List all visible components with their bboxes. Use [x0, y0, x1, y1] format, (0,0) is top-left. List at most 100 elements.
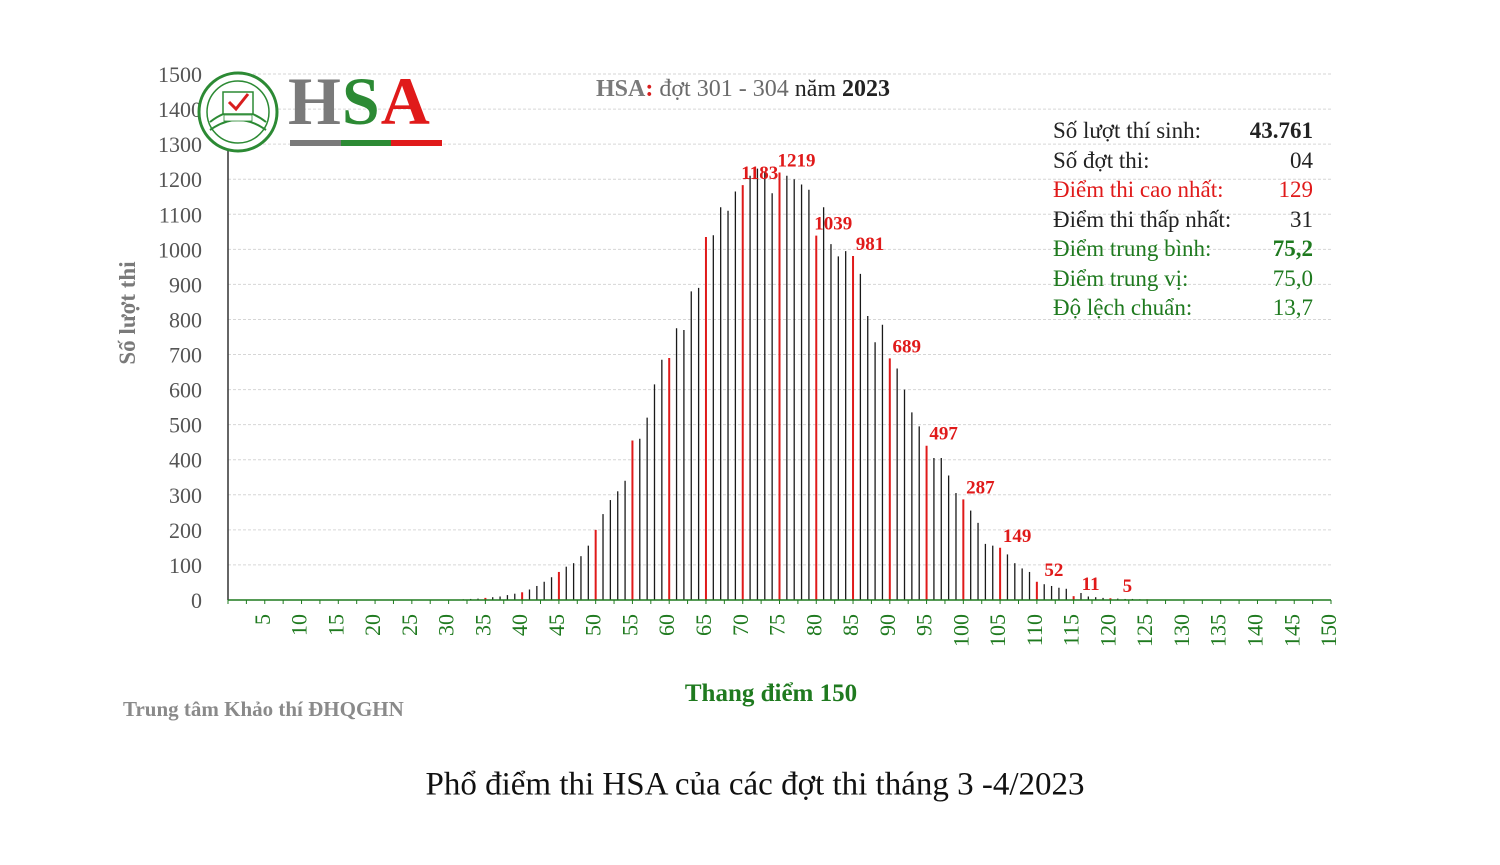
chart-title: HSA: đợt 301 - 304 năm 2023 — [596, 76, 890, 103]
x-tick-label: 45 — [544, 614, 569, 636]
stat-value: 04 — [1290, 147, 1313, 173]
stat-row: Số lượt thí sinh: 43.761 — [1053, 118, 1313, 148]
data-label: 1219 — [778, 151, 816, 172]
stat-row: Điểm trung vị: 75,0 — [1053, 266, 1313, 296]
x-tick-label: 105 — [985, 614, 1010, 647]
y-tick-label: 1200 — [158, 167, 202, 192]
y-tick-label: 1300 — [158, 132, 202, 157]
stat-label: Điểm trung vị: — [1053, 265, 1189, 291]
x-tick-label: 5 — [250, 614, 275, 625]
x-tick-label: 10 — [287, 614, 312, 636]
x-tick-label: 115 — [1059, 614, 1084, 646]
logo-bar-red — [391, 140, 443, 146]
data-label: 11 — [1082, 574, 1100, 595]
x-tick-label: 100 — [948, 614, 973, 647]
stat-row: Điểm trung bình: 75,2 — [1053, 236, 1313, 266]
x-tick-label: 60 — [654, 614, 679, 636]
y-axis-label: Số lượt thi — [115, 261, 140, 365]
vnu-cet-emblem-icon — [197, 71, 279, 153]
y-tick-label: 1500 — [158, 62, 202, 87]
logo-bar-green — [340, 140, 392, 146]
stat-label: Số đợt thi: — [1053, 147, 1150, 173]
x-tick-label: 80 — [801, 614, 826, 636]
source-label: Trung tâm Khảo thí ĐHQGHN — [123, 697, 404, 721]
x-tick-label: 85 — [838, 614, 863, 636]
bars — [455, 168, 1178, 600]
data-label: 1183 — [741, 163, 778, 184]
x-tick-label: 125 — [1132, 614, 1157, 647]
x-tick-label: 20 — [360, 614, 385, 636]
logo-letter-a: A — [380, 63, 431, 139]
x-tick-label: 25 — [397, 614, 422, 636]
stat-row: Độ lệch chuẩn: 13,7 — [1053, 295, 1313, 325]
x-tick-label: 65 — [691, 614, 716, 636]
stat-value: 31 — [1290, 206, 1313, 232]
y-tick-labels: 0 100 200 300 400 500 600 700 800 900 1000 1100 1200… — [158, 62, 202, 613]
stat-value: 129 — [1278, 177, 1314, 202]
x-tick-label: 140 — [1243, 614, 1268, 647]
y-tick-label: 300 — [169, 483, 202, 508]
x-tick-label: 110 — [1022, 614, 1047, 646]
logo-wordmark: HSA — [288, 62, 431, 141]
x-axis-label: Thang điểm 150 — [684, 680, 858, 707]
x-tick-label: 90 — [875, 614, 900, 636]
stat-label: Điểm thi thấp nhất: — [1053, 206, 1232, 232]
logo-color-bars — [290, 140, 443, 146]
x-tick-label: 130 — [1169, 614, 1194, 647]
y-tick-label: 1000 — [158, 237, 202, 262]
y-tick-label: 0 — [191, 588, 202, 613]
data-label: 149 — [1003, 526, 1032, 547]
x-tick-label: 70 — [728, 614, 753, 636]
stat-row: Điểm thi cao nhất: 129 — [1053, 177, 1313, 207]
data-label: 287 — [966, 477, 995, 498]
stat-row: Điểm thi thấp nhất: 31 — [1053, 207, 1313, 237]
title-rounds: đợt 301 - 304 — [653, 76, 795, 102]
y-tick-label: 200 — [169, 518, 202, 543]
x-tick-label: 30 — [434, 614, 459, 636]
y-tick-label: 600 — [169, 378, 202, 403]
axes — [227, 74, 1332, 604]
y-tick-label: 1400 — [158, 97, 202, 122]
x-tick-label: 50 — [581, 614, 606, 636]
stat-label: Độ lệch chuẩn: — [1053, 295, 1193, 320]
logo-letter-h: H — [288, 63, 342, 139]
x-tick-label: 95 — [912, 614, 937, 636]
statistics-panel: Số lượt thí sinh: 43.761 Số đợt thi: 04 Điểm… — [1053, 118, 1313, 325]
x-tick-label: 55 — [617, 614, 642, 636]
data-label: 497 — [929, 424, 958, 445]
data-label: 1039 — [814, 214, 852, 235]
title-year: 2023 — [842, 76, 891, 102]
stat-value: 43.761 — [1249, 118, 1313, 143]
x-tick-labels: 5 10 15 20 25 30 35 40 45 50 55 60 65 70 75 80 85 90 95 100… — [250, 614, 1341, 647]
y-tick-label: 900 — [169, 272, 202, 297]
stat-value: 75,0 — [1272, 265, 1313, 291]
x-tick-label: 15 — [323, 614, 348, 636]
data-label: 981 — [856, 234, 885, 255]
y-tick-label: 1100 — [159, 202, 202, 227]
y-tick-label: 100 — [169, 553, 202, 578]
data-label: 52 — [1044, 560, 1063, 581]
title-brand: HSA — [596, 76, 646, 102]
figure-caption: Phổ điểm thi HSA của các đợt thi tháng 3… — [425, 766, 1085, 803]
x-tick-label: 145 — [1279, 614, 1304, 647]
logo-letter-s: S — [341, 63, 381, 139]
y-tick-label: 400 — [169, 448, 202, 473]
logo-bar-gray — [290, 140, 341, 146]
stat-value: 13,7 — [1272, 295, 1313, 320]
stat-value: 75,2 — [1272, 236, 1313, 261]
x-tick-label: 150 — [1316, 614, 1341, 647]
x-tick-label: 75 — [765, 614, 790, 636]
stat-row: Số đợt thi: 04 — [1053, 148, 1313, 178]
y-tick-label: 800 — [169, 307, 202, 332]
hsa-logo: HSA — [196, 63, 456, 160]
data-label: 5 — [1123, 576, 1133, 597]
stat-label: Điểm trung bình: — [1053, 236, 1212, 261]
x-tick-label: 135 — [1206, 614, 1231, 647]
x-tick-label: 40 — [507, 614, 532, 636]
title-year-word: năm — [794, 76, 843, 102]
y-tick-label: 700 — [169, 343, 202, 368]
y-tick-label: 500 — [169, 413, 202, 438]
x-tick-label: 120 — [1095, 614, 1120, 647]
